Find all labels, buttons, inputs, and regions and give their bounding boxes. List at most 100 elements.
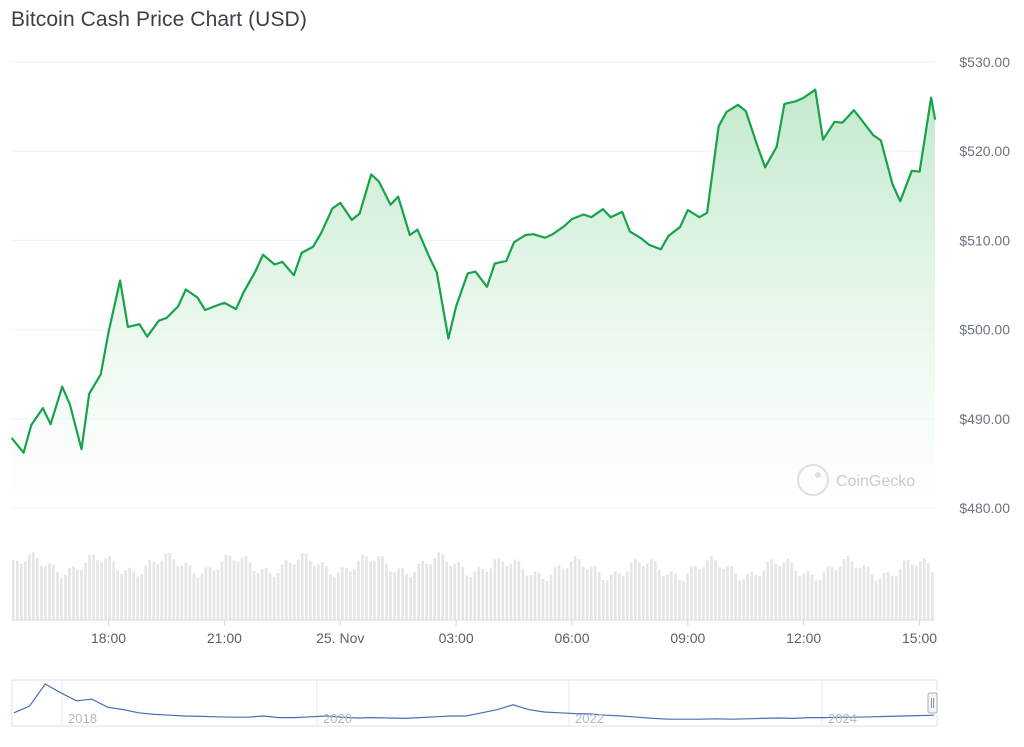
volume-bar: [417, 563, 420, 620]
price-point: [737, 103, 739, 106]
price-point: [852, 109, 855, 112]
volume-bar: [794, 570, 798, 620]
volume-bar: [581, 566, 585, 620]
price-point: [918, 170, 921, 173]
volume-bar: [24, 561, 27, 620]
volume-bar: [517, 560, 521, 620]
price-point: [22, 451, 25, 454]
volume-bar: [489, 568, 493, 620]
price-point: [88, 392, 91, 395]
volume-bar: [381, 556, 384, 620]
volume-bar: [778, 565, 782, 620]
chart-title: Bitcoin Cash Price Chart (USD): [11, 8, 307, 31]
volume-bar: [746, 573, 749, 620]
volume-bar: [180, 565, 184, 620]
volume-bar: [718, 567, 721, 620]
price-point: [640, 237, 643, 240]
y-tick-label: $500.00: [959, 322, 1010, 338]
price-point: [41, 407, 44, 409]
volume-bar: [513, 559, 517, 620]
volume-bar: [617, 573, 621, 620]
price-point: [706, 211, 709, 214]
price-point: [532, 233, 535, 236]
volume-bar: [670, 571, 673, 620]
volume-bar: [337, 572, 340, 620]
volume-bar: [890, 575, 894, 620]
volume-bar: [706, 560, 709, 620]
price-point: [312, 245, 315, 248]
volume-bar: [152, 561, 156, 620]
price-line[interactable]: [11, 88, 937, 454]
volume-bar: [325, 566, 328, 620]
volume-bar: [585, 569, 589, 620]
volume-bar: [292, 564, 296, 620]
volume-bar: [345, 567, 348, 620]
volume-bar: [634, 558, 637, 620]
volume-bar: [662, 575, 665, 620]
volume-bar: [846, 556, 850, 620]
price-point: [262, 253, 264, 256]
volume-bar: [264, 567, 268, 620]
volume-bar: [365, 556, 368, 620]
volume-bar: [658, 569, 661, 620]
price-point: [350, 218, 353, 221]
volume-bar: [425, 563, 428, 620]
volume-bar: [573, 556, 577, 620]
volume-bar: [256, 573, 260, 620]
x-tick-label: 06:00: [554, 630, 589, 646]
volume-bar: [605, 580, 609, 620]
y-tick-label: $530.00: [959, 54, 1010, 70]
gecko-eye-icon: [815, 472, 821, 478]
price-point: [455, 305, 458, 308]
volume-bar: [549, 574, 553, 620]
volume-bar: [405, 573, 408, 620]
volume-bar: [148, 560, 152, 620]
volume-bar: [654, 561, 657, 620]
volume-bar: [228, 555, 232, 620]
volume-bar: [208, 567, 212, 620]
price-point: [910, 169, 913, 172]
navigator-line: [13, 683, 935, 720]
range-navigator[interactable]: 2018 2020 2022 2024: [11, 679, 938, 727]
price-point: [679, 226, 682, 228]
volume-bar: [44, 566, 47, 620]
volume-bar: [826, 566, 830, 620]
volume-bar: [698, 569, 701, 620]
volume-bar: [64, 574, 67, 620]
volume-bar: [625, 571, 629, 620]
y-tick-label: $490.00: [959, 411, 1010, 427]
volume-bar: [128, 567, 131, 620]
price-point: [601, 208, 604, 211]
volume-bar: [850, 561, 854, 620]
price-point: [698, 216, 701, 219]
volume-bar: [321, 562, 324, 620]
volume-bar: [276, 573, 280, 620]
volume-bar: [802, 573, 806, 620]
x-tick-label: 21:00: [207, 630, 242, 646]
volume-bar: [68, 568, 71, 620]
x-tick-label: 09:00: [670, 630, 705, 646]
volume-bar: [461, 567, 465, 620]
volume-bar: [609, 574, 613, 620]
volume-bar: [854, 567, 858, 620]
volume-bar: [136, 576, 140, 620]
volume-bar: [541, 578, 545, 620]
price-point: [609, 216, 612, 219]
price-point: [447, 337, 450, 340]
price-area: [12, 89, 935, 508]
volume-bar: [902, 560, 906, 620]
volume-bar: [786, 558, 790, 620]
volume-bar: [244, 555, 248, 620]
volume-bar: [124, 570, 127, 620]
navigator-handle[interactable]: [927, 692, 938, 714]
volume-bar: [52, 564, 55, 620]
price-point: [49, 423, 52, 426]
volume-bar: [818, 580, 822, 620]
volume-bar: [453, 563, 457, 620]
volume-bar: [738, 580, 741, 620]
volume-bar: [630, 562, 633, 620]
price-point: [138, 323, 141, 326]
price-point: [775, 145, 778, 148]
volume-bar: [284, 560, 288, 620]
